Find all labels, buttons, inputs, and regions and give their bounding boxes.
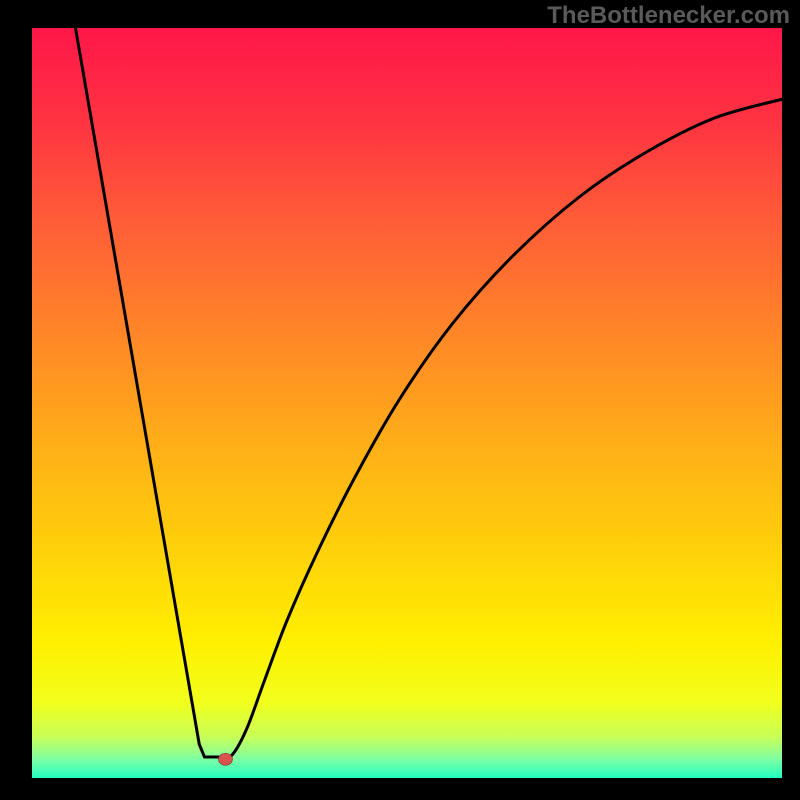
plot-svg (0, 0, 800, 800)
watermark-text: TheBottlenecker.com (547, 2, 790, 30)
bottleneck-curve (76, 28, 783, 758)
chart-container: TheBottlenecker.com (0, 0, 800, 800)
optimal-point-marker (219, 753, 233, 765)
